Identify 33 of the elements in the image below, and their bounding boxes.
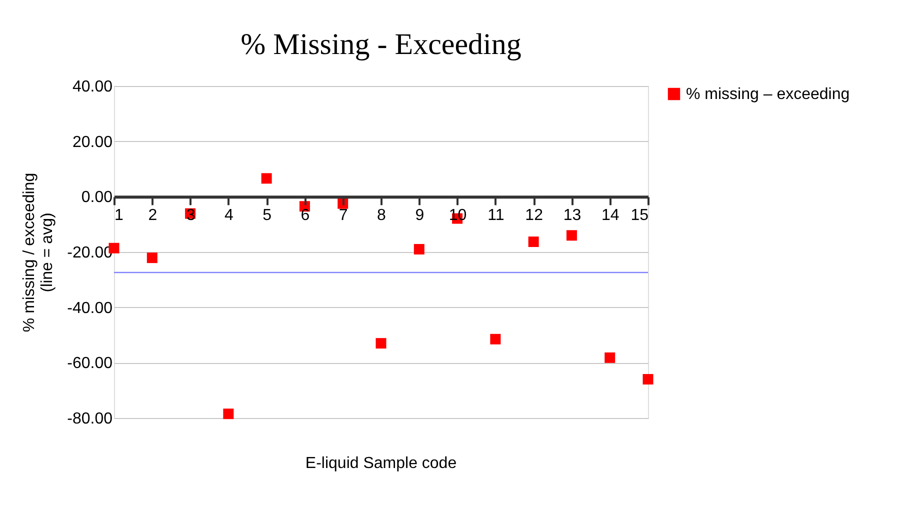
y-tick-label: 0.00 bbox=[81, 189, 113, 206]
y-axis-title: % missing / exceeding (line = avg) bbox=[21, 172, 56, 332]
x-tick-label: 15 bbox=[630, 207, 649, 224]
x-tick-label: 13 bbox=[563, 207, 582, 224]
point bbox=[604, 352, 616, 363]
point bbox=[146, 252, 158, 264]
x-tick-label: 11 bbox=[488, 207, 504, 224]
point bbox=[376, 338, 386, 349]
x-tick-label: 7 bbox=[338, 207, 348, 224]
point bbox=[261, 173, 272, 184]
point bbox=[566, 230, 577, 241]
point bbox=[642, 374, 654, 385]
x-axis-title: E-liquid Sample code bbox=[305, 455, 457, 472]
x-tick-label: 12 bbox=[525, 207, 544, 224]
point bbox=[528, 236, 539, 248]
y-tick-label: 20.00 bbox=[72, 134, 113, 151]
x-tick-label: 2 bbox=[148, 207, 158, 224]
x-tick-label: 1 bbox=[114, 207, 124, 224]
x-tick-label: 9 bbox=[415, 207, 424, 224]
x-tick-label: 8 bbox=[377, 207, 386, 224]
point bbox=[223, 408, 234, 420]
x-tick-label: 5 bbox=[262, 207, 272, 224]
x-tick-label: 6 bbox=[300, 207, 310, 224]
chart-title: % Missing - Exceeding bbox=[240, 28, 522, 61]
x-tick-label: 14 bbox=[601, 207, 620, 224]
point bbox=[490, 334, 501, 344]
point bbox=[414, 244, 424, 254]
y-tick-label: -80.00 bbox=[67, 410, 113, 428]
y-tick-label: -60.00 bbox=[67, 355, 113, 372]
legend-label: % missing – exceeding bbox=[686, 86, 850, 103]
y-tick-label: 40.00 bbox=[72, 78, 113, 96]
y-tick-label: -40.00 bbox=[67, 300, 113, 317]
x-tick-label: 4 bbox=[224, 207, 234, 224]
